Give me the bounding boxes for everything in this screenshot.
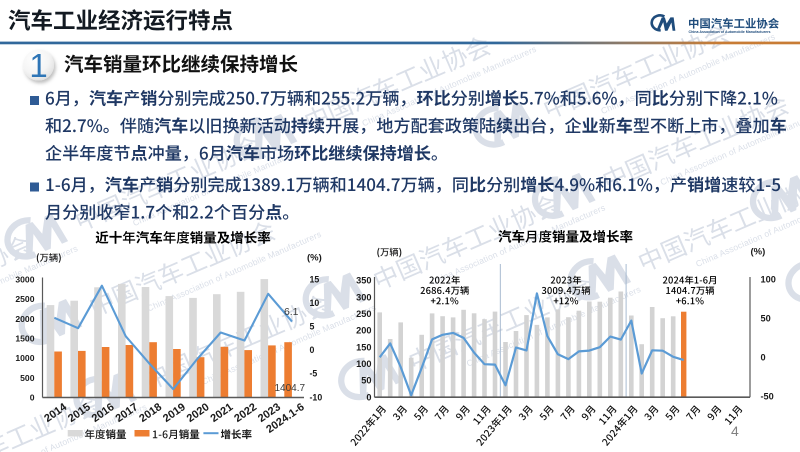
svg-text:2014: 2014 [42, 401, 70, 425]
svg-text:4: 4 [731, 423, 739, 439]
svg-text:300: 300 [356, 292, 371, 302]
svg-text:-10: -10 [310, 392, 323, 402]
svg-text:100: 100 [356, 359, 371, 369]
svg-text:1404.7: 1404.7 [275, 383, 306, 394]
svg-text:China Association of Automobil: China Association of Automobile Manufact… [689, 30, 771, 34]
svg-text:-50: -50 [761, 391, 774, 401]
svg-text:6.1: 6.1 [284, 307, 299, 318]
svg-text:15: 15 [310, 274, 320, 284]
svg-text:2020: 2020 [185, 401, 212, 425]
svg-text:350: 350 [356, 276, 371, 286]
svg-text:500: 500 [20, 373, 35, 383]
svg-text:2000: 2000 [15, 314, 34, 324]
svg-text:200: 200 [356, 326, 371, 336]
svg-text:10: 10 [310, 298, 320, 308]
svg-text:50: 50 [361, 376, 371, 386]
svg-text:150: 150 [356, 342, 371, 352]
svg-text:0: 0 [30, 393, 35, 403]
svg-text:(%): (%) [307, 253, 322, 264]
svg-text:2019: 2019 [161, 401, 188, 425]
svg-text:1: 1 [29, 47, 47, 84]
svg-text:250: 250 [356, 309, 371, 319]
svg-text:1000: 1000 [15, 353, 34, 363]
svg-text:50: 50 [761, 313, 771, 323]
svg-text:1500: 1500 [15, 334, 34, 344]
svg-text:0: 0 [310, 345, 315, 355]
svg-text:-5: -5 [310, 369, 318, 379]
svg-text:2015: 2015 [66, 401, 93, 425]
svg-text:0: 0 [366, 392, 371, 402]
svg-text:0: 0 [761, 352, 766, 362]
svg-text:2021: 2021 [208, 401, 235, 425]
svg-text:100: 100 [761, 274, 776, 284]
svg-text:2500: 2500 [15, 294, 34, 304]
svg-text:2022: 2022 [232, 401, 259, 425]
svg-text:5: 5 [310, 322, 315, 332]
svg-text:(%): (%) [751, 247, 766, 258]
svg-text:3000: 3000 [15, 275, 34, 285]
